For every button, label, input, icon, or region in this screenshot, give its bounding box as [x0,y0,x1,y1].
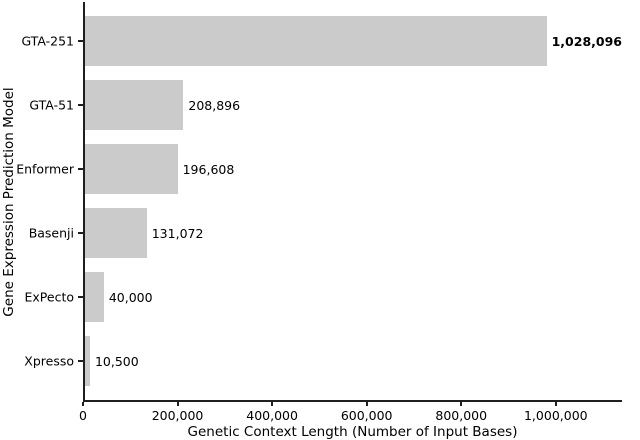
bar-value-label: 10,500 [94,353,139,369]
bar-row: Enformer 196,608 [16,137,622,201]
x-tick-label: 0 [79,408,87,423]
bar [85,208,147,258]
bar-value-label: 208,896 [188,97,241,113]
y-tick-label: GTA-251 [21,33,74,49]
y-tick-label: Basenji [28,225,74,241]
x-tick-label: 1,000,000 [523,408,588,423]
y-tick-mark [78,232,83,234]
bar-value-label: 196,608 [182,161,235,177]
bar [85,272,104,322]
bar-value-label: 1,028,096 [551,33,622,49]
y-tick-mark [78,168,83,170]
bar-value-label: 40,000 [108,289,153,305]
y-tick-mark [78,104,83,106]
bar [85,336,90,386]
x-tick-mark [554,402,557,406]
bar-row: GTA-251 1,028,096 [21,9,622,73]
y-tick-label: Enformer [16,161,74,177]
bar-row: ExPecto 40,000 [25,265,622,329]
bar [85,16,547,66]
x-tick-label: 200,000 [151,408,204,423]
x-tick-mark [460,402,463,406]
plot-area: GTA-251 1,028,096 GTA-51 208,896 Enformer 196… [16,2,622,402]
x-tick-label: 400,000 [246,408,298,423]
x-tick-mark [82,402,84,406]
bar-row: Xpresso 10,500 [24,329,622,393]
x-axis-title: Genetic Context Length (Number of Input … [187,424,518,440]
x-tick-mark [271,402,274,406]
x-tick-label: 600,000 [340,408,393,423]
x-tick-label: 800,000 [435,408,488,423]
bar-row: Basenji 131,072 [29,201,622,265]
y-tick-label: GTA-51 [29,97,74,113]
y-tick-label: Xpresso [24,353,74,369]
y-axis-title: Gene Expression Prediction Model [1,87,17,317]
y-tick-label: ExPecto [24,289,75,305]
bar-rows: GTA-251 1,028,096 GTA-51 208,896 Enformer 196… [16,9,622,393]
x-axis: 0 200,000 400,000 600,000 800,000 1,000,000 [79,402,622,424]
x-tick-mark [365,402,368,406]
bar-value-label: 131,072 [151,225,204,241]
y-tick-mark [78,40,83,42]
bar-row: GTA-51 208,896 [29,73,622,137]
bar [85,144,178,194]
y-tick-mark [78,296,83,298]
x-tick-mark [176,402,179,406]
bar [85,80,184,130]
y-tick-mark [78,360,83,362]
